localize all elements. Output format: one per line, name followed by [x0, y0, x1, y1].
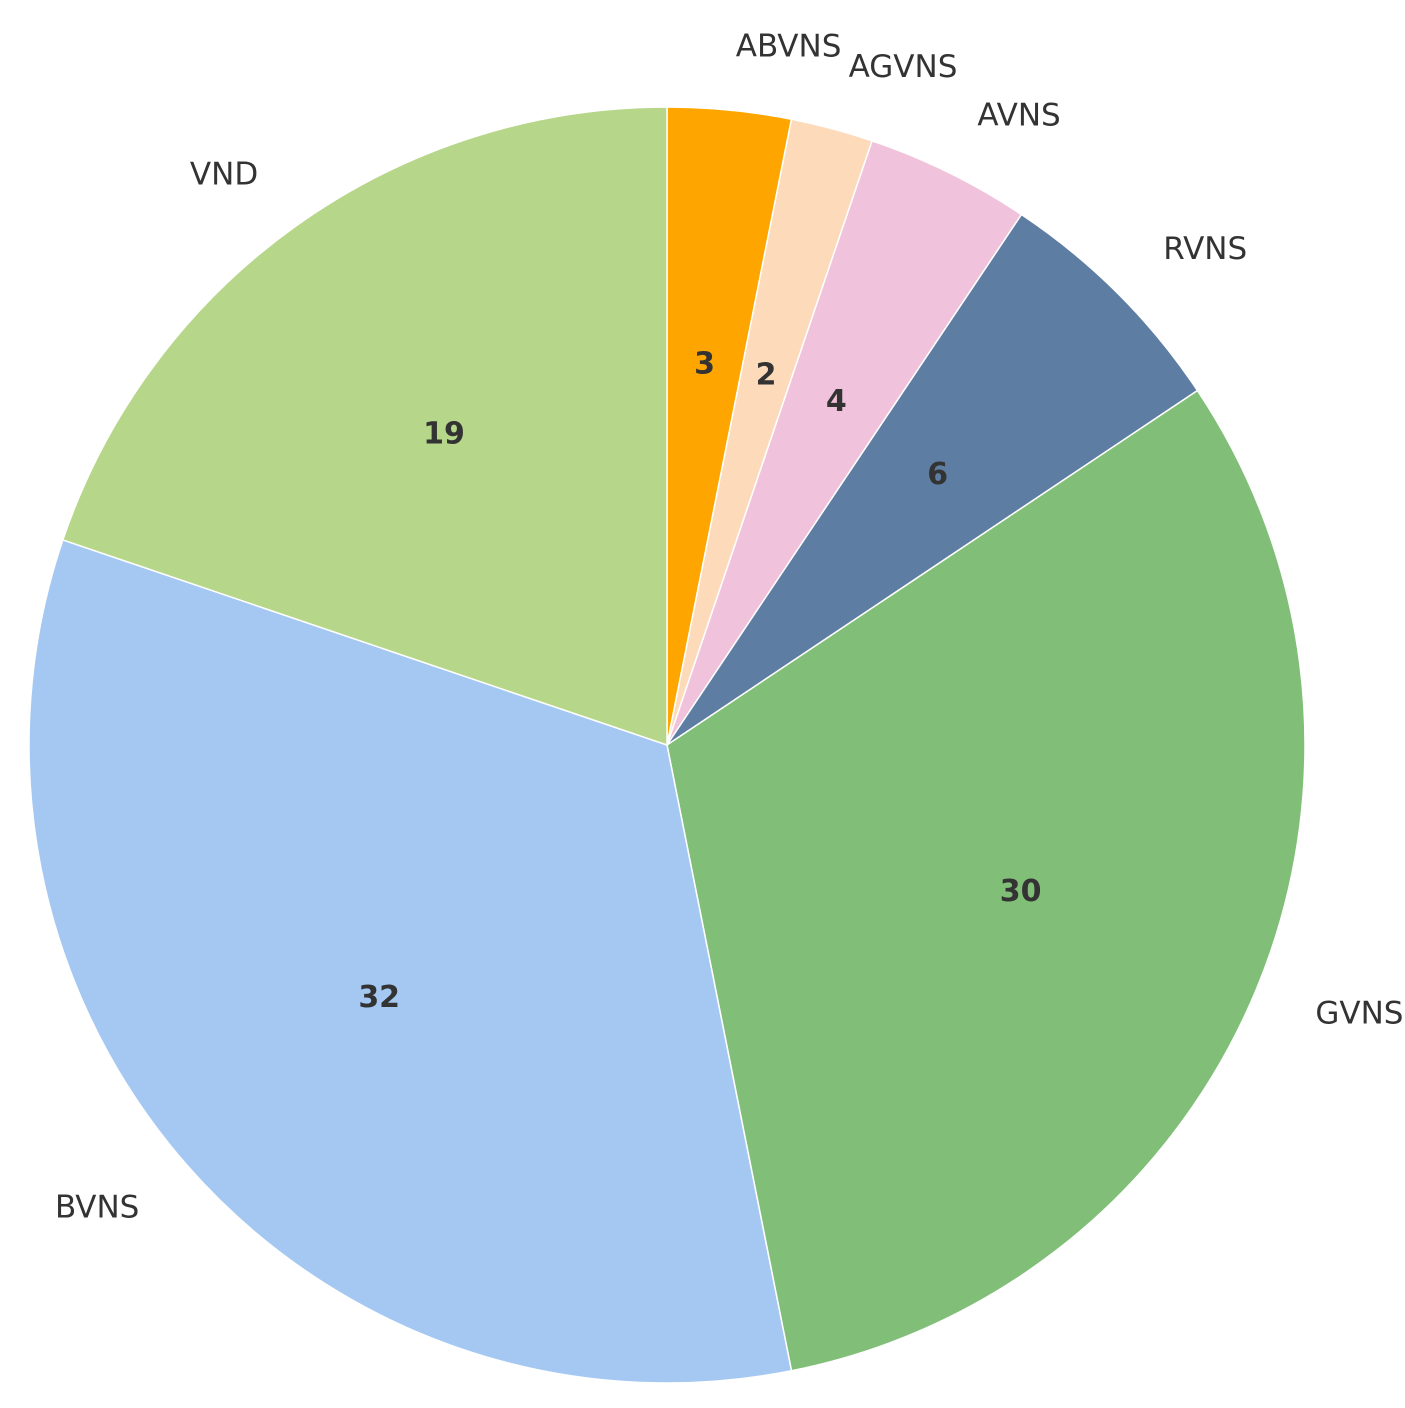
pie-category-label-agvns: AGVNS: [849, 49, 958, 85]
pie-value-label-avns: 4: [826, 384, 847, 419]
pie-category-label-rvns: RVNS: [1163, 231, 1247, 267]
pie-category-label-abvns: ABVNS: [736, 29, 842, 65]
pie-slices: [28, 106, 1306, 1384]
pie-slice-gvns: [666, 389, 1306, 1372]
pie-category-label-vnd: VND: [190, 157, 258, 193]
pie-slice-bvns: [28, 538, 793, 1384]
pie-value-label-vnd: 19: [423, 416, 465, 451]
pie-slice-vnd: [61, 106, 668, 747]
pie-value-label-abvns: 3: [694, 347, 715, 382]
pie-value-label-rvns: 6: [927, 457, 948, 492]
pie-category-label-gvns: GVNS: [1315, 996, 1403, 1032]
pie-category-label-bvns: BVNS: [55, 1190, 139, 1226]
pie-slice-rvns: [666, 213, 1199, 746]
pie-value-label-gvns: 30: [1000, 874, 1042, 909]
pie-category-label-avns: AVNS: [977, 98, 1060, 134]
pie-value-label-agvns: 2: [756, 358, 777, 393]
pie-value-label-bvns: 32: [358, 980, 400, 1015]
